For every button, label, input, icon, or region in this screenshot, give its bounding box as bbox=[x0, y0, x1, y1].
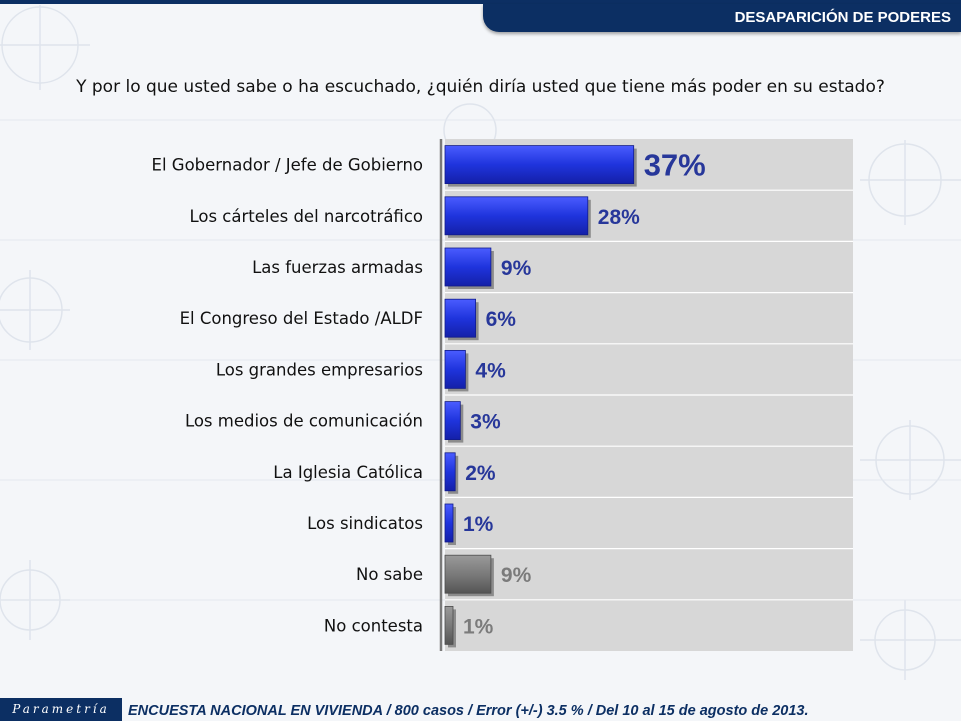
value-label: 1% bbox=[463, 513, 494, 536]
bar bbox=[444, 401, 461, 441]
category-label: Los grandes empresarios bbox=[216, 360, 423, 379]
value-label: 3% bbox=[470, 411, 501, 434]
value-label: 6% bbox=[486, 308, 517, 331]
question-text: Y por lo que usted sabe o ha escuchado, … bbox=[76, 77, 885, 97]
footer-note: ENCUESTA NACIONAL EN VIVIENDA / 800 caso… bbox=[128, 703, 809, 719]
value-label: 9% bbox=[501, 564, 532, 587]
bar bbox=[444, 298, 477, 338]
category-label: Los medios de comunicación bbox=[185, 412, 423, 431]
bar bbox=[444, 554, 492, 594]
section-title: DESAPARICIÓN DE PODERES bbox=[734, 9, 951, 26]
bar bbox=[444, 145, 635, 185]
value-label: 37% bbox=[644, 148, 706, 183]
category-label: Las fuerzas armadas bbox=[252, 258, 423, 277]
category-label: El Congreso del Estado /ALDF bbox=[180, 309, 423, 328]
category-label: Los cárteles del narcotráfico bbox=[189, 207, 423, 226]
section-tab: DESAPARICIÓN DE PODERES bbox=[483, 4, 961, 32]
bar bbox=[444, 196, 589, 236]
brand-logo: Parametría bbox=[0, 698, 122, 721]
category-label: Los sindicatos bbox=[307, 514, 423, 533]
value-label: 9% bbox=[501, 257, 532, 280]
category-label: La Iglesia Católica bbox=[273, 463, 423, 482]
header-bar bbox=[0, 0, 961, 4]
category-label: No sabe bbox=[356, 565, 423, 584]
value-label: 4% bbox=[475, 359, 506, 382]
bar bbox=[444, 247, 492, 287]
bar bbox=[444, 349, 466, 389]
bar bbox=[444, 606, 454, 645]
bar bbox=[444, 452, 456, 492]
category-label: El Gobernador / Jefe de Gobierno bbox=[152, 156, 423, 175]
category-label: No contesta bbox=[324, 616, 423, 635]
value-label: 1% bbox=[463, 615, 494, 638]
value-label: 28% bbox=[598, 206, 640, 229]
value-label: 2% bbox=[465, 462, 496, 485]
bar bbox=[444, 503, 454, 543]
